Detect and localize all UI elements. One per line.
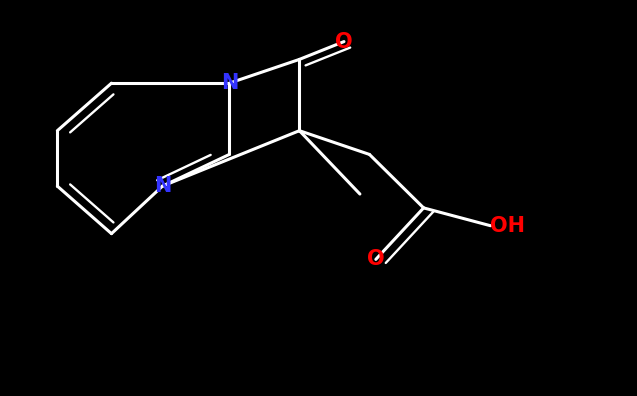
Text: N: N [154,176,171,196]
Text: OH: OH [490,216,526,236]
Text: O: O [335,32,353,51]
Text: O: O [367,249,385,269]
Text: N: N [220,73,238,93]
